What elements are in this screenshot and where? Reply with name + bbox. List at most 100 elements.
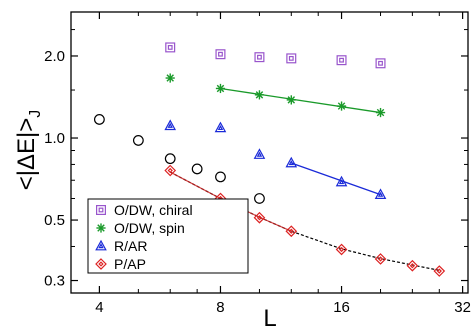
y-axis-label-subscript: J [27, 110, 44, 118]
legend-marker [95, 258, 107, 270]
point-diamond [335, 243, 348, 256]
fit-line-dashed [169, 171, 440, 271]
diamond-marker [253, 211, 266, 224]
square-marker-inner [218, 51, 223, 57]
diamond-marker-inner [377, 256, 384, 262]
point-square [336, 55, 347, 66]
point-asterisk [336, 101, 347, 111]
circle-marker [191, 163, 203, 175]
point-diamond [285, 225, 298, 238]
asterisk-stroke [287, 96, 296, 104]
triangle-marker-inner [377, 191, 384, 197]
square-marker-inner [339, 57, 344, 63]
asterisk-stroke [376, 108, 385, 117]
square-marker-inner [288, 55, 294, 61]
y-tick-label: 1.0 [44, 130, 65, 147]
asterisk-stroke [97, 224, 105, 232]
diamond-marker-inner [436, 268, 442, 274]
point-triangle [374, 188, 387, 200]
point-diamond [164, 164, 177, 177]
data-points [93, 42, 446, 277]
point-square [165, 42, 176, 53]
square-marker-inner [98, 207, 104, 213]
diamond-marker [335, 243, 348, 256]
point-asterisk [286, 95, 296, 105]
point-asterisk [215, 83, 226, 94]
triangle-marker [285, 156, 298, 168]
square-marker [165, 42, 176, 53]
diamond-marker [164, 164, 177, 177]
asterisk-stroke [216, 84, 225, 93]
diamond-marker-inner [409, 263, 416, 269]
y-tick-label: 0.3 [44, 273, 65, 290]
point-triangle [253, 148, 266, 159]
circle-marker [93, 114, 105, 125]
legend-marker [96, 223, 106, 233]
x-tick-label: 16 [333, 299, 350, 316]
square-marker [215, 49, 226, 60]
point-diamond [433, 265, 446, 277]
legend-label: O/DW, chiral [114, 202, 193, 218]
point-square [286, 53, 297, 64]
legend: O/DW, chiral O/DW, spin R/AR P/AP [87, 198, 249, 274]
point-circle [132, 135, 144, 146]
diamond-marker [433, 265, 446, 277]
legend-marker [95, 239, 107, 251]
diamond-marker [285, 225, 298, 238]
y-tick-label: 0.5 [44, 212, 65, 229]
triangle-marker [214, 121, 227, 133]
x-tick-label: 32 [454, 299, 471, 316]
triangle-marker [253, 148, 266, 159]
legend-label: P/AP [114, 256, 146, 272]
x-axis-label: L [263, 305, 276, 331]
x-tick-label: 8 [216, 299, 224, 316]
circle-marker [132, 135, 144, 146]
square-marker [95, 205, 106, 216]
point-triangle [335, 175, 348, 187]
point-triangle [164, 119, 177, 131]
triangle-marker-inner [98, 243, 104, 249]
triangle-marker [95, 239, 107, 251]
point-circle [215, 171, 226, 183]
point-circle [254, 193, 265, 204]
legend-box [87, 198, 249, 274]
point-diamond [253, 211, 266, 224]
square-marker [336, 55, 347, 66]
triangle-marker [164, 119, 177, 131]
diamond-marker-inner [167, 167, 173, 174]
triangle-marker-inner [167, 122, 173, 128]
square-marker [286, 53, 297, 64]
point-asterisk [254, 90, 265, 100]
x-tick-label: 4 [95, 299, 103, 316]
point-triangle [214, 121, 227, 133]
point-square [215, 49, 226, 60]
axis-ticks: 4 8 16 32 0.3 0.5 1.0 2.0 [44, 12, 471, 316]
y-axis-label-group: <|ΔE|>J [13, 110, 44, 191]
asterisk-stroke [337, 102, 346, 110]
plot-frame [70, 11, 469, 294]
point-square [375, 58, 386, 69]
diamond-marker [406, 259, 419, 272]
diamond-marker [95, 258, 107, 270]
triangle-marker-inner [288, 160, 294, 166]
point-circle [93, 114, 105, 125]
triangle-marker-inner [217, 124, 224, 131]
triangle-marker [335, 175, 348, 187]
triangle-marker [374, 188, 387, 200]
triangle-marker-inner [338, 179, 345, 185]
circle-marker [254, 193, 265, 204]
point-square [254, 52, 265, 63]
point-circle [164, 153, 176, 165]
point-circle [191, 163, 203, 175]
point-asterisk [165, 73, 175, 83]
fit-line [220, 87, 381, 114]
y-axis-label: <|ΔE|>J [13, 110, 44, 191]
legend-marker [95, 205, 106, 216]
point-asterisk [375, 107, 386, 118]
point-triangle [285, 156, 298, 168]
legend-label: R/AR [114, 238, 147, 254]
circle-marker [215, 171, 226, 183]
square-marker [375, 58, 386, 69]
square-marker-inner [167, 45, 173, 50]
